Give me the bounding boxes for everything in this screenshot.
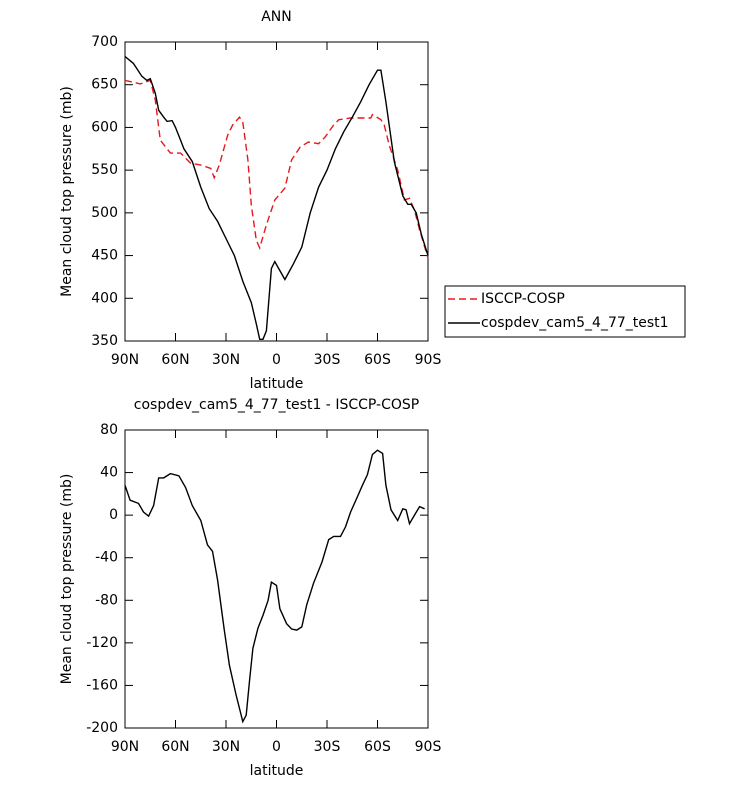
y-tick-label: 0 [109, 507, 118, 523]
y-tick-label: 400 [91, 290, 118, 306]
series-line [124, 55, 429, 340]
y-tick-label: 40 [100, 465, 118, 481]
series-line [124, 449, 425, 724]
x-axis-label: latitude [250, 376, 304, 392]
y-axis-label: Mean cloud top pressure (mb) [59, 86, 75, 297]
y-tick-label: -200 [86, 720, 118, 736]
y-tick-label: 80 [100, 422, 118, 438]
x-tick-label: 90N [111, 352, 139, 368]
y-tick-label: 650 [91, 77, 118, 93]
x-tick-label: 60N [161, 739, 189, 755]
y-tick-label: 700 [91, 34, 118, 50]
x-tick-label: 0 [272, 352, 281, 368]
x-tick-label: 30N [212, 352, 240, 368]
series-line [124, 79, 429, 259]
y-tick-label: -40 [95, 550, 118, 566]
plot-frame [124, 41, 429, 342]
y-tick-label: -160 [86, 677, 118, 693]
x-tick-label: 0 [272, 739, 281, 755]
plot-frame [124, 429, 429, 729]
x-axis-label: latitude [250, 763, 304, 779]
x-tick-label: 90S [415, 739, 442, 755]
x-tick-label: 60S [364, 739, 391, 755]
y-tick-label: 550 [91, 162, 118, 178]
x-tick-label: 30S [314, 739, 341, 755]
y-tick-label: 600 [91, 119, 118, 135]
chart-title: ANN [261, 9, 292, 25]
y-tick-label: 350 [91, 333, 118, 349]
legend-label: ISCCP-COSP [481, 291, 565, 307]
x-tick-label: 90N [111, 739, 139, 755]
y-tick-label: -120 [86, 635, 118, 651]
x-tick-label: 30S [314, 352, 341, 368]
y-tick-label: 500 [91, 205, 118, 221]
y-axis-label: Mean cloud top pressure (mb) [59, 474, 75, 685]
x-tick-label: 60S [364, 352, 391, 368]
x-tick-label: 30N [212, 739, 240, 755]
chart-title: cospdev_cam5_4_77_test1 - ISCCP-COSP [134, 397, 419, 413]
x-tick-label: 60N [161, 352, 189, 368]
x-tick-label: 90S [415, 352, 442, 368]
legend-label: cospdev_cam5_4_77_test1 [481, 315, 669, 331]
legend-box [444, 285, 686, 338]
y-tick-label: 450 [91, 248, 118, 264]
y-tick-label: -80 [95, 592, 118, 608]
